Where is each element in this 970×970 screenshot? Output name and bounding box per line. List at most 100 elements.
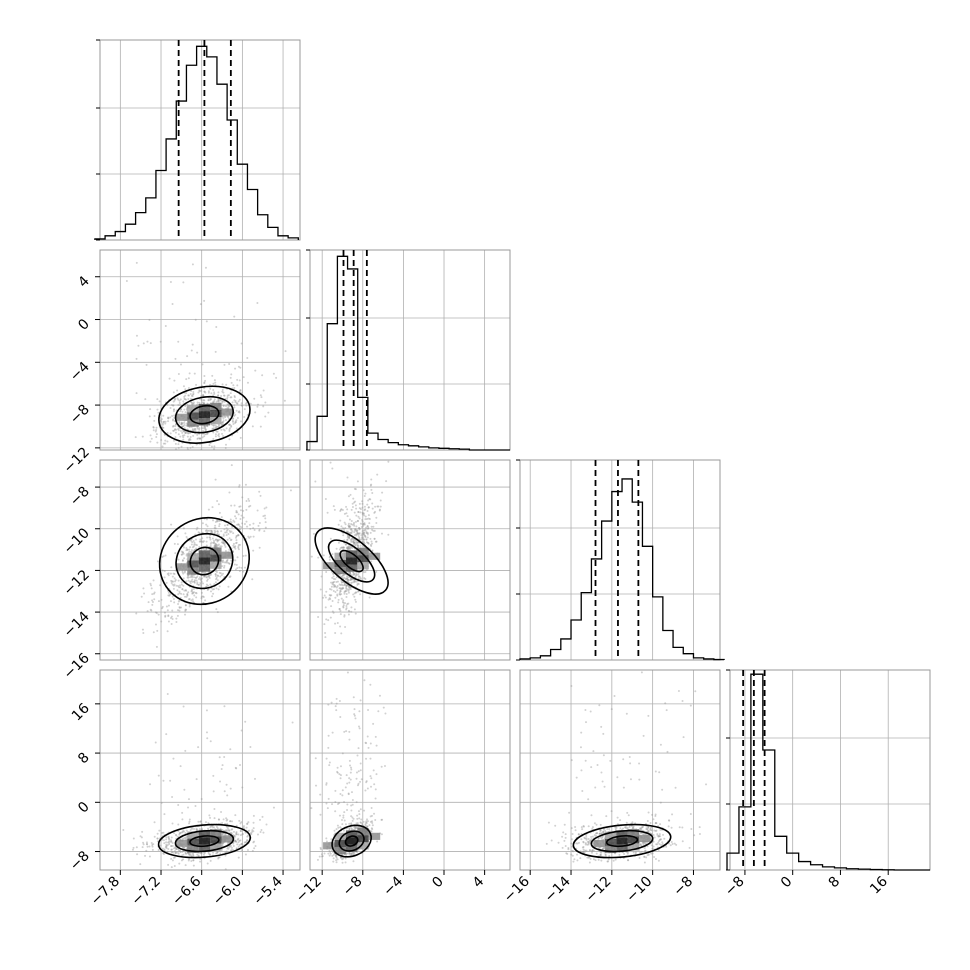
scatter-point	[321, 855, 324, 858]
scatter-point	[362, 529, 365, 532]
density-cell	[334, 839, 346, 848]
scatter-point	[322, 596, 325, 599]
scatter-point	[323, 852, 326, 855]
scatter-point	[369, 815, 372, 818]
scatter-point	[348, 588, 351, 591]
scatter-point	[354, 600, 357, 603]
scatter-point	[367, 499, 370, 502]
scatter-point	[141, 846, 144, 849]
scatter-point	[218, 519, 221, 522]
scatter-point	[349, 538, 352, 541]
contour-level	[338, 830, 365, 852]
scatter-point	[252, 522, 255, 525]
scatter-point	[196, 575, 199, 578]
scatter-point	[178, 609, 181, 612]
scatter-point	[205, 548, 208, 551]
scatter-point	[203, 575, 206, 578]
scatter-point	[179, 404, 182, 407]
scatter-point	[217, 400, 220, 403]
scatter-point	[249, 832, 252, 835]
scatter-point	[202, 429, 205, 432]
scatter-point	[185, 546, 188, 549]
scatter-point	[176, 614, 179, 617]
scatter-point	[174, 423, 177, 426]
scatter-point	[359, 821, 362, 824]
scatter-point	[371, 528, 374, 531]
scatter-point	[246, 357, 249, 360]
scatter-point	[169, 779, 172, 782]
scatter-point	[180, 423, 183, 426]
scatter-point	[246, 822, 249, 825]
scatter-point	[341, 794, 344, 797]
scatter-point	[166, 458, 168, 460]
scatter-point	[197, 531, 200, 534]
histogram-bar	[207, 57, 217, 240]
scatter-point	[251, 829, 254, 832]
scatter-point	[234, 814, 237, 817]
scatter-point	[164, 554, 167, 557]
scatter-point	[141, 435, 144, 438]
scatter-point	[240, 225, 242, 227]
scatter-point	[342, 606, 345, 609]
scatter-point	[171, 583, 174, 586]
scatter-point	[337, 523, 340, 526]
scatter-point	[366, 525, 369, 528]
scatter-point	[152, 843, 155, 846]
scatter-point	[340, 632, 343, 635]
scatter-point	[221, 764, 224, 767]
scatter-point	[331, 731, 334, 734]
scatter-point	[371, 542, 374, 545]
scatter-point	[177, 443, 180, 446]
scatter-point	[259, 830, 262, 833]
scatter-point	[164, 420, 167, 423]
scatter-point	[358, 817, 361, 820]
scatter-point	[197, 578, 200, 581]
scatter-point	[242, 376, 245, 379]
scatter-point	[184, 394, 187, 397]
scatter-point	[336, 858, 339, 861]
contour-level	[174, 395, 234, 434]
scatter-point	[347, 589, 350, 592]
scatter-point	[330, 701, 333, 704]
scatter-point	[356, 822, 359, 825]
scatter-point	[351, 505, 354, 508]
scatter-point	[172, 429, 175, 432]
scatter-point	[291, 721, 294, 724]
scatter-point	[367, 506, 370, 509]
scatter-point	[190, 854, 193, 857]
scatter-point	[354, 543, 357, 546]
scatter-point	[249, 745, 252, 748]
scatter-point	[364, 492, 367, 495]
scatter-point	[358, 813, 361, 816]
scatter-point	[178, 832, 181, 835]
scatter-point	[171, 842, 174, 845]
scatter-point	[206, 531, 209, 534]
density-cell	[198, 564, 211, 572]
scatter-point	[338, 814, 341, 817]
scatter-point	[363, 514, 366, 517]
scatter-point	[235, 427, 238, 430]
scatter-point	[198, 576, 201, 579]
scatter-point	[233, 315, 236, 318]
scatter-point	[170, 840, 173, 843]
scatter-point	[586, 856, 589, 859]
density-cell	[198, 411, 211, 419]
scatter-point	[256, 405, 259, 408]
scatter-point	[216, 532, 219, 535]
scatter-point	[170, 848, 173, 851]
scatter-point	[261, 815, 264, 818]
scatter-point	[189, 438, 192, 441]
scatter-point	[324, 636, 327, 639]
scatter-point	[365, 757, 368, 760]
scatter-point	[372, 529, 375, 532]
scatter-point	[172, 391, 175, 394]
scatter-point	[353, 708, 356, 711]
scatter-point	[351, 537, 354, 540]
scatter-point	[235, 419, 238, 422]
scatter-point	[343, 576, 346, 579]
scatter-point	[160, 801, 163, 804]
scatter-point	[221, 560, 224, 563]
contour-level	[189, 835, 220, 848]
scatter-point	[235, 539, 238, 542]
scatter-point	[353, 573, 356, 576]
